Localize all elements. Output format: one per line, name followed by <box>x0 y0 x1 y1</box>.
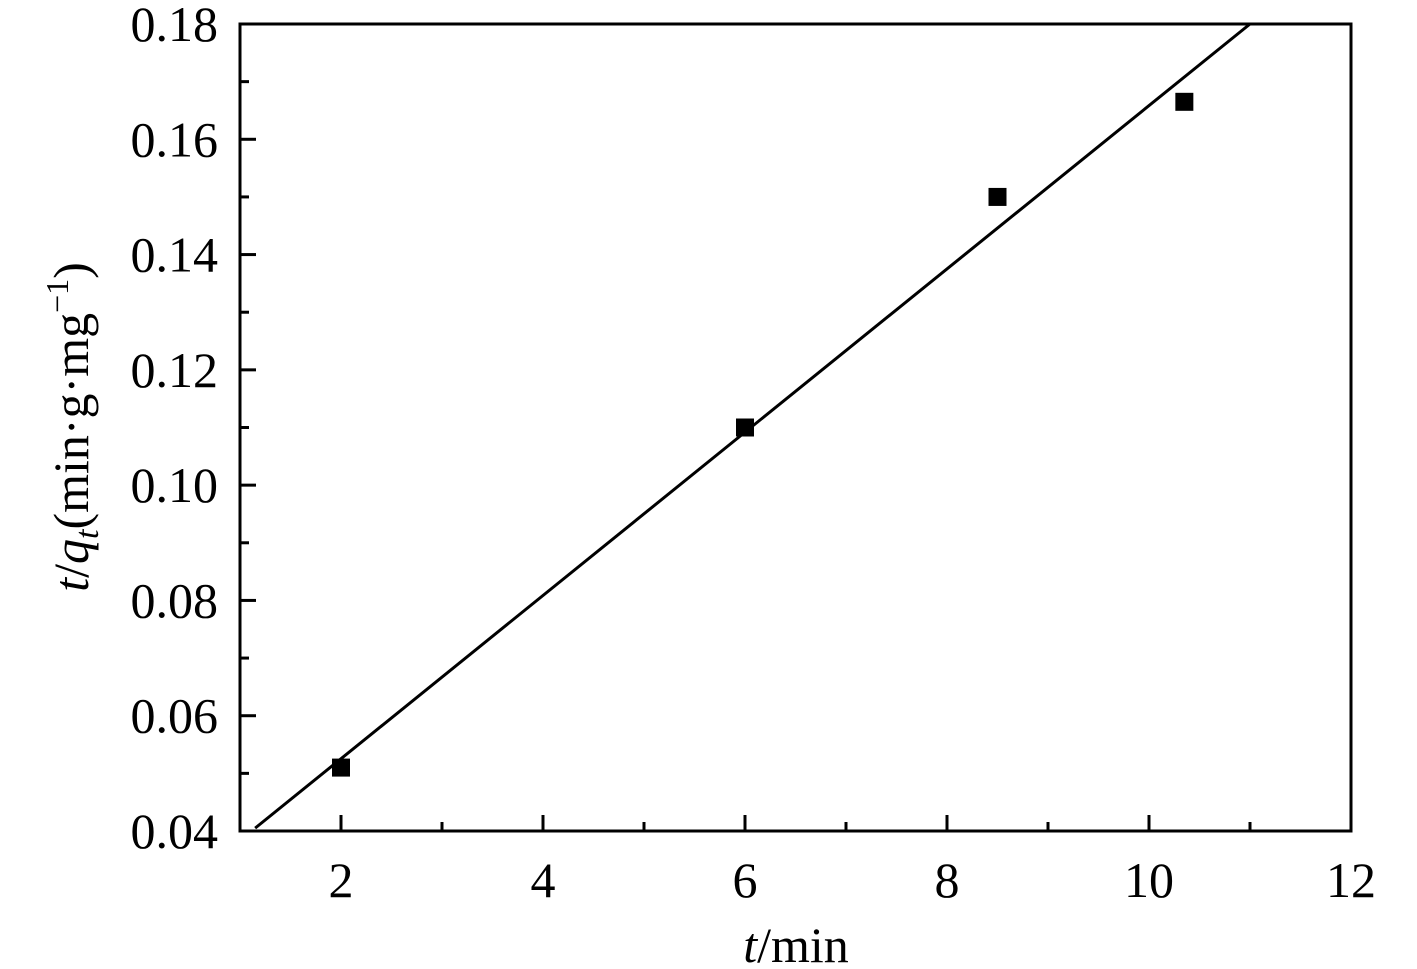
x-tick-label: 8 <box>935 852 960 908</box>
plot-frame <box>238 22 1353 833</box>
y-tick-label: 0.08 <box>131 572 219 628</box>
x-tick-labels: 2 4 6 8 10 12 <box>329 852 1377 908</box>
data-point <box>736 418 754 437</box>
x-axis-label: t/min <box>743 917 849 969</box>
axis-ticks <box>238 22 1353 833</box>
x-tick-label: 10 <box>1124 852 1174 908</box>
y-tick-label: 0.16 <box>131 111 219 167</box>
y-tick-label: 0.14 <box>131 227 219 283</box>
y-tick-label: 0.04 <box>131 803 219 859</box>
data-point <box>1175 92 1194 111</box>
y-tick-label: 0.12 <box>131 342 219 398</box>
y-tick-label: 0.18 <box>131 0 219 52</box>
data-points <box>332 92 1194 777</box>
y-tick-label: 0.10 <box>131 457 219 513</box>
x-tick-label: 6 <box>733 852 758 908</box>
x-tick-label: 12 <box>1326 852 1376 908</box>
data-point <box>332 758 350 777</box>
y-tick-label: 0.06 <box>131 688 219 744</box>
x-tick-label: 2 <box>329 852 354 908</box>
y-tick-labels: 0.04 0.06 0.08 0.10 0.12 0.14 0.16 0.18 <box>131 0 219 859</box>
x-tick-label: 4 <box>531 852 556 908</box>
data-point <box>988 187 1007 206</box>
y-axis-label: t/qt(min·g·mg−1) <box>39 262 106 592</box>
